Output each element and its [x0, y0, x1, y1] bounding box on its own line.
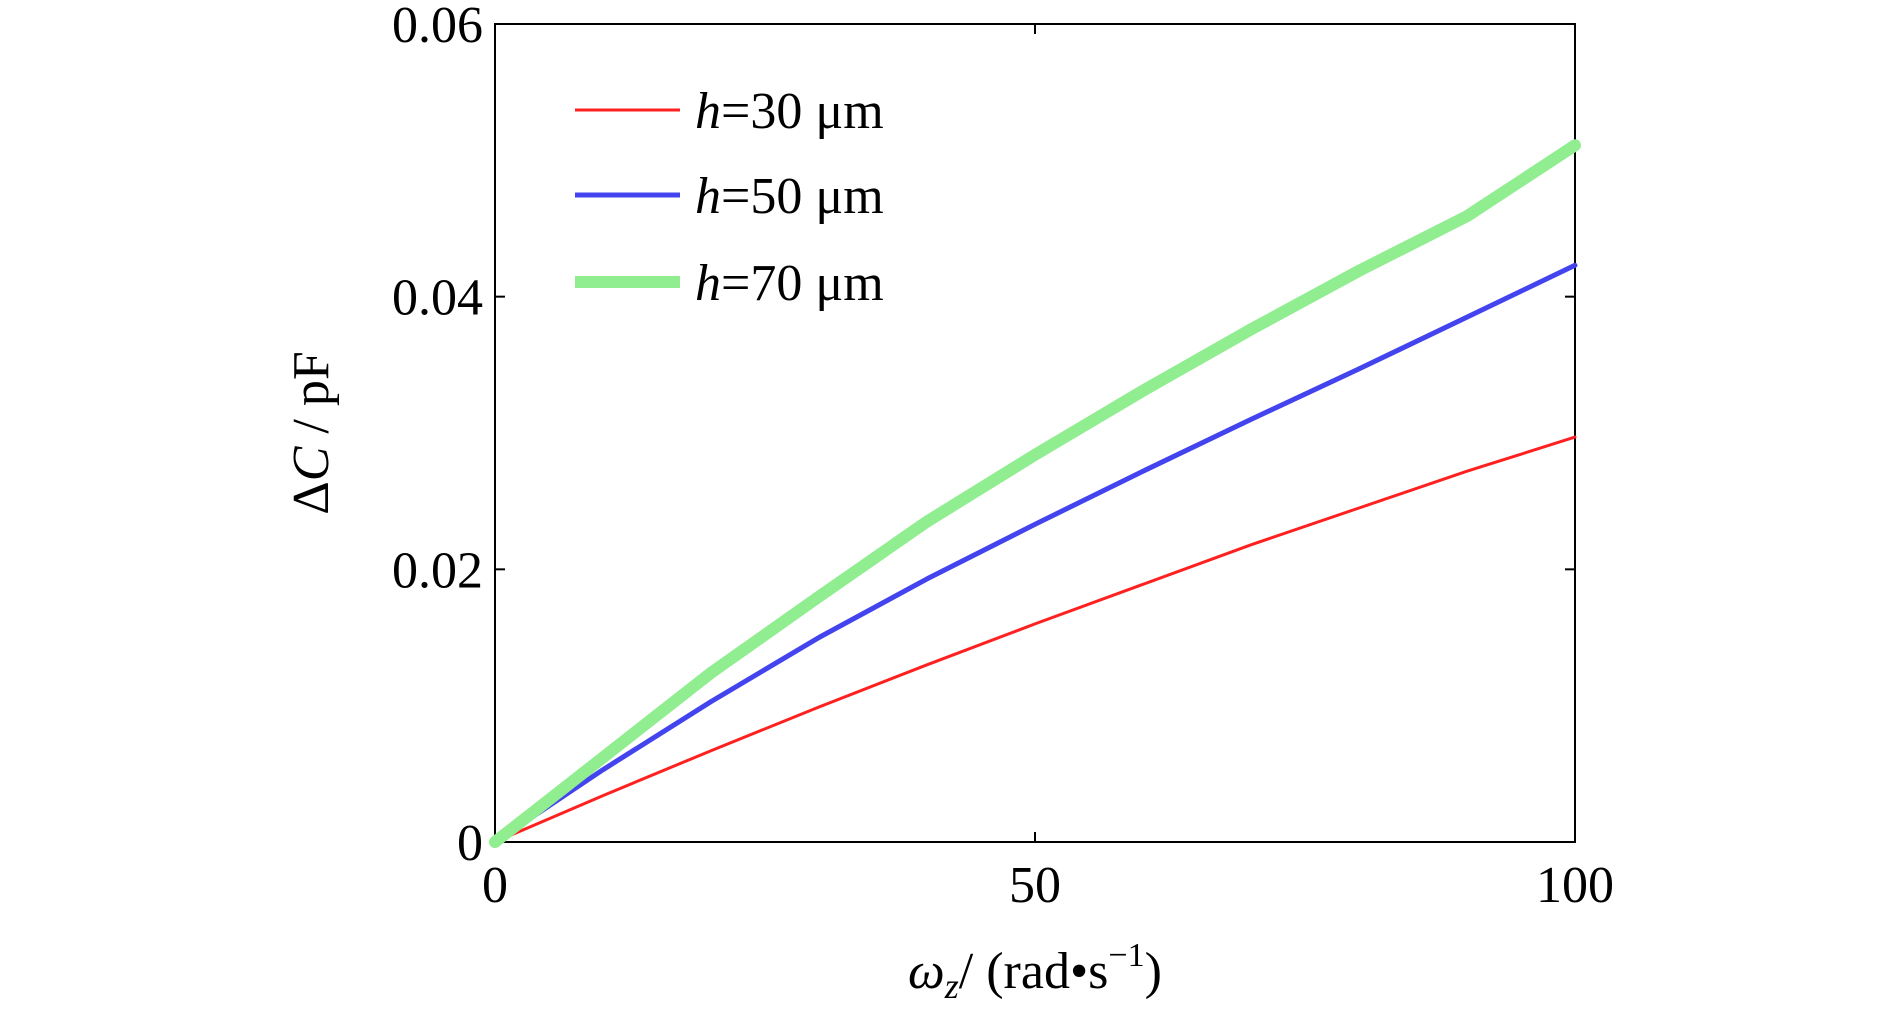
x-tick-label: 0	[482, 857, 508, 914]
y-tick-label: 0.06	[392, 0, 483, 54]
legend-label-3: h=70 μm	[695, 255, 884, 312]
series-lines	[489, 139, 1581, 848]
series-line-2	[492, 262, 1578, 845]
y-tick-label: 0.02	[392, 542, 483, 599]
legend-label-2: h=50 μm	[695, 168, 884, 225]
series-line-1	[493, 435, 1577, 844]
axis-ticks	[494, 23, 1576, 843]
x-tick-label: 100	[1536, 857, 1614, 914]
legend-label-1: h=30 μm	[695, 83, 884, 140]
y-tick-label: 0.04	[392, 270, 483, 327]
legend: h=30 μm h=50 μm h=70 μm	[575, 83, 884, 312]
x-axis-label: ωz/ (rad•s−1)	[908, 937, 1162, 1006]
series-line-3	[489, 139, 1581, 848]
x-tick-label: 50	[1009, 857, 1061, 914]
y-tick-label: 0	[457, 815, 483, 872]
y-axis-label: ΔC / pF	[283, 351, 340, 515]
